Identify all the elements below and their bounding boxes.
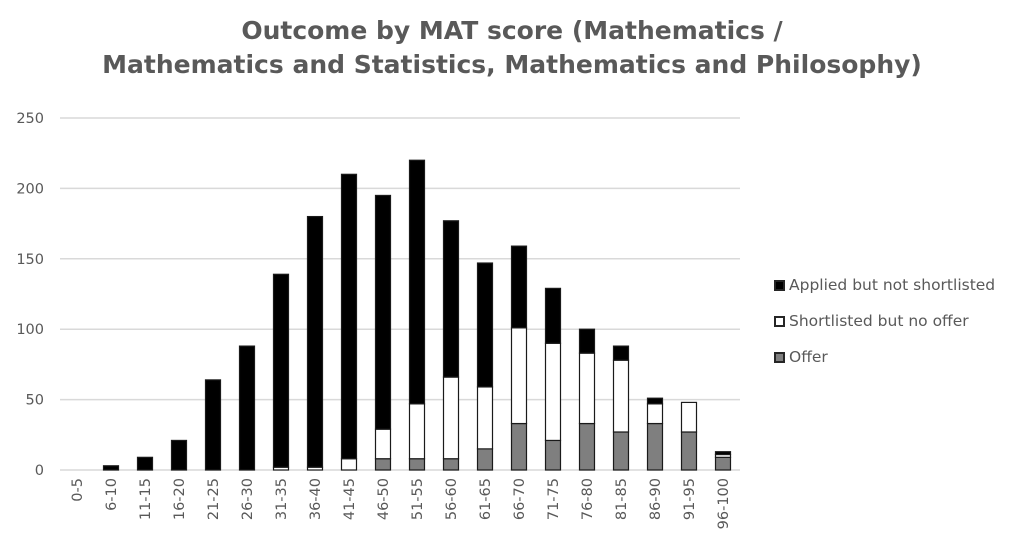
y-tick-label: 50 <box>26 393 44 409</box>
x-tick-label: 11-15 <box>138 478 154 520</box>
bar-segment <box>374 194 392 430</box>
x-tick-label: 6-10 <box>104 478 120 511</box>
bar-segment <box>408 403 426 460</box>
bar-segment <box>612 359 630 433</box>
bar-segment <box>306 215 324 468</box>
bar-segment <box>442 376 460 460</box>
bar-segment <box>476 448 494 471</box>
x-tick-label: 21-25 <box>206 478 222 520</box>
bar-segment <box>442 220 460 378</box>
y-tick-label: 250 <box>16 111 44 127</box>
x-tick-label: 31-35 <box>274 478 290 520</box>
bar-segment <box>442 458 460 471</box>
bar-segment <box>340 173 358 460</box>
x-tick-label: 51-55 <box>410 478 426 520</box>
legend: Applied but not shortlisted Shortlisted … <box>774 276 995 384</box>
x-tick-label: 81-85 <box>614 478 630 520</box>
legend-item-applied: Applied but not shortlisted <box>774 276 995 294</box>
x-tick-label: 56-60 <box>444 478 460 520</box>
bar-segment <box>578 352 596 425</box>
bar-segment <box>374 428 392 460</box>
bar-segment <box>476 262 494 388</box>
bar-segment <box>238 345 256 471</box>
bar-segment <box>646 397 664 405</box>
x-tick-label: 36-40 <box>308 478 324 520</box>
x-tick-label: 26-30 <box>240 478 256 520</box>
bar-segment <box>646 422 664 471</box>
chart-title-line-2: Mathematics and Statistics, Mathematics … <box>102 50 922 79</box>
bar-segment <box>612 345 630 361</box>
y-tick-label: 150 <box>16 252 44 268</box>
legend-label: Offer <box>789 348 828 366</box>
legend-swatch-black <box>774 279 785 291</box>
bar-segment <box>476 386 494 450</box>
bar-segment <box>408 458 426 471</box>
legend-label: Shortlisted but no offer <box>789 312 969 330</box>
bar-segment <box>374 458 392 471</box>
bar-segment <box>510 245 528 329</box>
bar-segment <box>544 439 562 471</box>
x-tick-label: 0-5 <box>70 478 86 502</box>
legend-swatch-white <box>774 315 785 327</box>
legend-swatch-grey <box>774 351 785 363</box>
x-tick-label: 71-75 <box>546 478 562 520</box>
bar-segment <box>544 342 562 442</box>
x-tick-label: 46-50 <box>376 478 392 520</box>
bar-segment <box>204 379 222 471</box>
y-tick-label: 100 <box>16 322 44 338</box>
chart-title-line-1: Outcome by MAT score (Mathematics / <box>241 16 783 45</box>
x-tick-label: 96-100 <box>716 478 732 529</box>
bar-segment <box>680 401 698 433</box>
legend-item-shortlisted: Shortlisted but no offer <box>774 312 995 330</box>
x-tick-label: 76-80 <box>580 478 596 520</box>
bar-segment <box>646 403 664 425</box>
x-tick-label: 66-70 <box>512 478 528 520</box>
y-tick-label: 200 <box>16 181 44 197</box>
bar-segment <box>544 287 562 344</box>
bar-segment <box>272 273 290 468</box>
x-tick-label: 86-90 <box>648 478 664 520</box>
x-tick-label: 61-65 <box>478 478 494 520</box>
bar-segment <box>102 465 120 471</box>
legend-item-offer: Offer <box>774 348 995 366</box>
bar-segment <box>170 439 188 471</box>
bar-segment <box>612 431 630 471</box>
x-tick-label: 41-45 <box>342 478 358 520</box>
bar-segment <box>680 431 698 471</box>
legend-label: Applied but not shortlisted <box>789 276 996 294</box>
y-tick-label: 0 <box>35 463 44 479</box>
bar-segment <box>578 422 596 471</box>
x-tick-label: 91-95 <box>682 478 698 520</box>
bar-segment <box>136 456 154 471</box>
bar-segment <box>408 159 426 405</box>
bar-segment <box>714 451 732 456</box>
bar-segment <box>510 422 528 471</box>
bar-segment <box>578 328 596 354</box>
x-tick-label: 16-20 <box>172 478 188 520</box>
bar-segment <box>340 458 358 471</box>
chart-title: Outcome by MAT score (Mathematics / Math… <box>0 14 1024 82</box>
bar-segment <box>510 327 528 425</box>
bar-segment <box>714 456 732 471</box>
